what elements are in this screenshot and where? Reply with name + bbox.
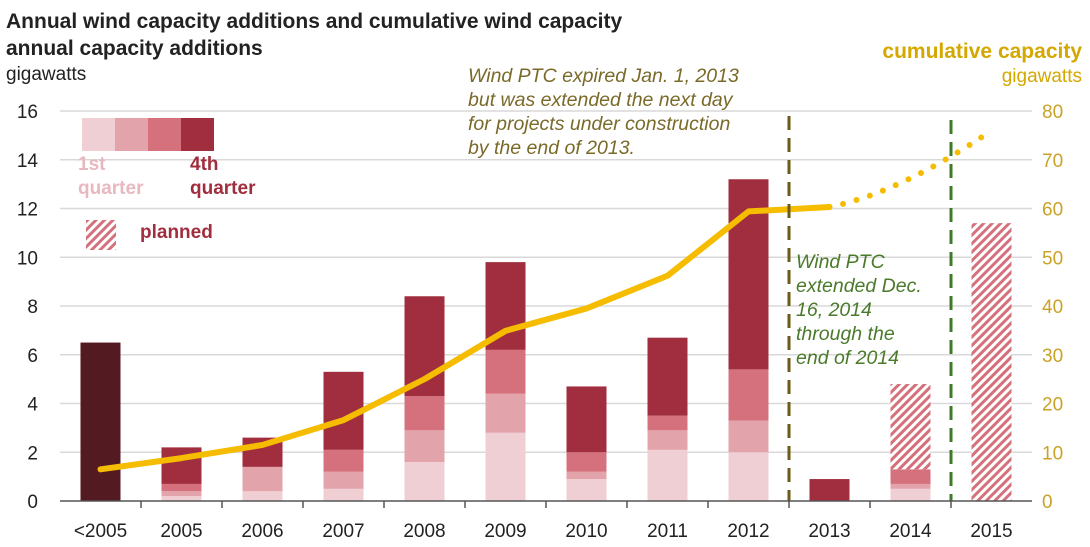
left-tick-label: 8: [27, 297, 38, 318]
annotation-ptc-2013: Wind PTC expired Jan. 1, 2013 but was ext…: [468, 64, 739, 160]
bar-3rd-quarter-2007: [323, 449, 364, 472]
bar-4th-quarter-2009: [485, 262, 526, 350]
left-tick-label: 0: [27, 492, 38, 513]
legend-label-q1: quarter: [78, 178, 144, 199]
bar-2nd-quarter-2011: [647, 430, 688, 450]
right-tick-label: 0: [1042, 492, 1053, 513]
x-tick-label: 2007: [322, 521, 364, 542]
bar-2nd-quarter-2008: [404, 430, 445, 462]
bar-3rd-quarter-2009: [485, 349, 526, 394]
x-tick-label: 2015: [970, 521, 1012, 542]
bar-1st-quarter-2010: [566, 479, 607, 501]
cumulative-planned-line: [826, 127, 995, 211]
annotation-line: Wind PTC: [796, 251, 885, 273]
left-axis-unit: gigawatts: [6, 64, 87, 85]
right-tick-label: 60: [1042, 200, 1063, 221]
legend-label-q4: 4th: [190, 154, 219, 175]
right-axis-unit: gigawatts: [1001, 66, 1082, 87]
right-tick-label: 20: [1042, 395, 1063, 416]
right-tick-label: 40: [1042, 297, 1063, 318]
right-tick-label: 80: [1042, 102, 1063, 123]
bar-pre-2005-total-pre2005: [80, 342, 121, 501]
bar-1st-quarter-2011: [647, 449, 688, 501]
bar-planned-2014: [890, 384, 931, 470]
bar-3rd-quarter-2010: [566, 452, 607, 472]
annotation-line: for projects under construction: [468, 113, 731, 135]
bar-4th-quarter-2013: [809, 479, 850, 501]
left-tick-label: 10: [17, 248, 38, 269]
x-tick-label: 2013: [808, 521, 850, 542]
legend-label-planned: planned: [140, 222, 213, 243]
x-tick-label: 2012: [727, 521, 769, 542]
x-tick-label: 2005: [160, 521, 202, 542]
bar-1st-quarter-2008: [404, 462, 445, 501]
cumulative-line: [97, 204, 833, 473]
left-tick-label: 4: [27, 395, 38, 416]
bar-2nd-quarter-2014: [890, 483, 931, 489]
bar-1st-quarter-2012: [728, 452, 769, 501]
legend-swatch-q4: [181, 118, 214, 151]
x-tick-label: 2006: [241, 521, 283, 542]
bar-1st-quarter-2005: [161, 496, 202, 501]
bar-3rd-quarter-2008: [404, 396, 445, 431]
bar-3rd-quarter-2005: [161, 483, 202, 492]
annotation-line: Wind PTC expired Jan. 1, 2013: [468, 65, 739, 87]
x-tick-label: 2014: [889, 521, 932, 542]
legend-label-q1: 1st: [78, 154, 106, 175]
annotation-line: end of 2014: [796, 347, 900, 369]
bar-1st-quarter-2006: [242, 491, 283, 501]
annotation-line: 16, 2014: [796, 299, 872, 321]
legend-swatch-q2: [115, 118, 148, 151]
annotation-line: through the: [796, 323, 895, 345]
annotation-line: but was extended the next day: [468, 89, 733, 111]
left-tick-label: 12: [17, 200, 38, 221]
bar-2nd-quarter-2010: [566, 471, 607, 480]
legend-swatch-q1: [82, 118, 115, 151]
annotation-ptc-2014: Wind PTC extended Dec. 16, 2014 through the…: [796, 250, 922, 370]
bar-2nd-quarter-2005: [161, 491, 202, 497]
left-tick-label: 16: [17, 102, 38, 123]
bar-1st-quarter-2007: [323, 488, 364, 501]
bar-1st-quarter-2014: [890, 488, 931, 501]
bar-2nd-quarter-2009: [485, 393, 526, 433]
legend-label-q4: quarter: [190, 178, 256, 199]
bar-4th-quarter-2011: [647, 337, 688, 416]
x-tick-label: <2005: [74, 521, 127, 542]
bar-planned-2015: [971, 223, 1012, 501]
bar-2nd-quarter-2012: [728, 420, 769, 453]
bar-4th-quarter-2010: [566, 386, 607, 453]
annotation-line: by the end of 2013.: [468, 137, 635, 159]
chart-title: Annual wind capacity additions and cumul…: [6, 10, 623, 33]
left-axis-title: annual capacity additions: [6, 37, 263, 60]
right-tick-label: 30: [1042, 346, 1063, 367]
legend-swatch-q3: [148, 118, 181, 151]
right-tick-label: 50: [1042, 248, 1063, 269]
right-tick-label: 10: [1042, 443, 1063, 464]
bar-3rd-quarter-2012: [728, 369, 769, 421]
bar-2nd-quarter-2006: [242, 466, 283, 492]
x-tick-label: 2008: [403, 521, 445, 542]
bar-3rd-quarter-2014: [890, 469, 931, 484]
bar-2nd-quarter-2007: [323, 471, 364, 489]
right-axis-title: cumulative capacity: [882, 40, 1082, 63]
x-tick-label: 2011: [647, 521, 688, 542]
x-tick-label: 2009: [484, 521, 526, 542]
bar-3rd-quarter-2011: [647, 415, 688, 431]
left-tick-label: 2: [27, 443, 38, 464]
legend-swatch-planned: [86, 220, 116, 250]
left-tick-label: 14: [17, 151, 39, 172]
annotation-line: extended Dec.: [796, 275, 922, 297]
right-tick-label: 70: [1042, 151, 1063, 172]
left-tick-label: 6: [27, 346, 38, 367]
bar-1st-quarter-2009: [485, 432, 526, 501]
x-tick-label: 2010: [565, 521, 607, 542]
